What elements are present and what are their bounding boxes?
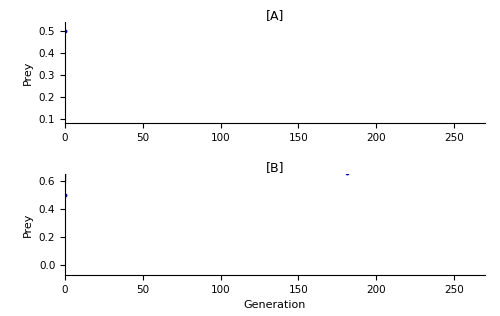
Y-axis label: Prey: Prey	[23, 212, 33, 237]
X-axis label: Generation: Generation	[244, 300, 306, 310]
Y-axis label: Prey: Prey	[23, 60, 33, 85]
Title: [B]: [B]	[266, 161, 284, 174]
Title: [A]: [A]	[266, 9, 284, 22]
